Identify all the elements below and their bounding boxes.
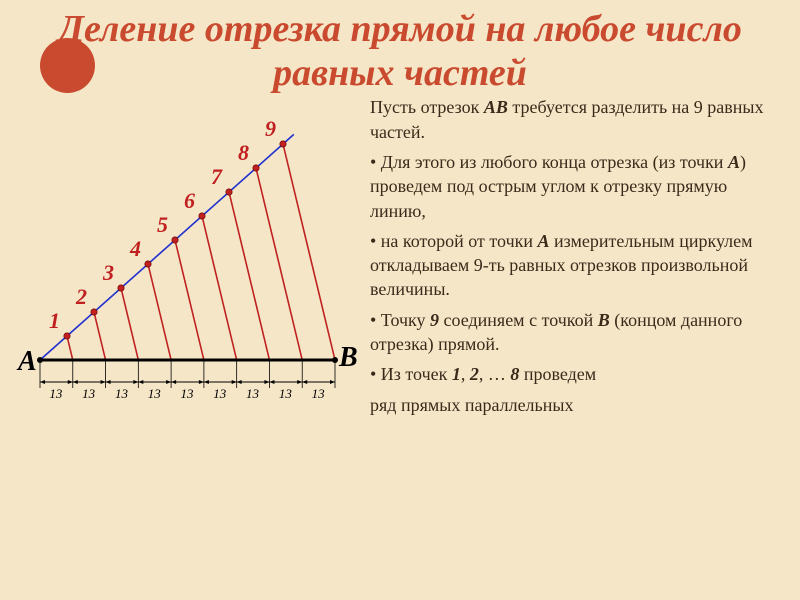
- dim-label-4: 13: [148, 386, 161, 402]
- oblique-num-9: 9: [265, 116, 276, 142]
- intro-para: Пусть отрезок АВ требуется разделить на …: [370, 95, 780, 144]
- text-column: Пусть отрезок АВ требуется разделить на …: [360, 95, 780, 425]
- p1a: • Для этого из любого конца отрезка (из …: [370, 152, 728, 172]
- oblique-num-2: 2: [76, 284, 87, 310]
- oblique-num-5: 5: [157, 212, 168, 238]
- p42: 2: [470, 364, 479, 384]
- para-4: • Из точек 1, 2, … 8 проведем: [370, 362, 780, 386]
- para-5: ряд прямых параллельных: [370, 393, 780, 417]
- p41: 1: [452, 364, 461, 384]
- oblique-num-1: 1: [49, 308, 60, 334]
- dim-label-6: 13: [213, 386, 226, 402]
- dim-label-9: 13: [312, 386, 325, 402]
- p39: 9: [430, 310, 439, 330]
- diagram-svg: [10, 105, 360, 425]
- p4b: проведем: [519, 364, 596, 384]
- dim-label-1: 13: [49, 386, 62, 402]
- p4c1: ,: [461, 364, 470, 384]
- para-3: • Точку 9 соединяем с точкой В (концом д…: [370, 308, 780, 357]
- para-1: • Для этого из любого конца отрезка (из …: [370, 150, 780, 223]
- p1A: А: [728, 152, 740, 172]
- dim-label-3: 13: [115, 386, 128, 402]
- p3a: • Точку: [370, 310, 430, 330]
- p2A: А: [538, 231, 550, 251]
- p2a: • на которой от точки: [370, 231, 538, 251]
- dim-label-7: 13: [246, 386, 259, 402]
- diagram: 123456789 А В 13 13 13 13 13 13 13 13 13: [10, 105, 360, 425]
- dim-label-8: 13: [279, 386, 292, 402]
- para-2: • на которой от точки А измерительным ци…: [370, 229, 780, 302]
- page-title: Деление отрезка прямой на любое число ра…: [0, 0, 800, 95]
- oblique-num-4: 4: [130, 236, 141, 262]
- intro-ab: АВ: [484, 97, 508, 117]
- dim-label-5: 13: [181, 386, 194, 402]
- oblique-num-7: 7: [211, 164, 222, 190]
- point-A-label: А: [18, 346, 37, 378]
- dim-label-2: 13: [82, 386, 95, 402]
- p4c2: , …: [479, 364, 511, 384]
- p3b: соединяем с точкой: [439, 310, 598, 330]
- p4a: • Из точек: [370, 364, 452, 384]
- point-B-label: В: [339, 342, 358, 374]
- oblique-num-8: 8: [238, 140, 249, 166]
- content-row: 123456789АВ131313131313131313 Пусть отре…: [0, 95, 800, 425]
- oblique-num-6: 6: [184, 188, 195, 214]
- p3B: В: [598, 310, 610, 330]
- oblique-num-3: 3: [103, 260, 114, 286]
- intro-a: Пусть отрезок: [370, 97, 484, 117]
